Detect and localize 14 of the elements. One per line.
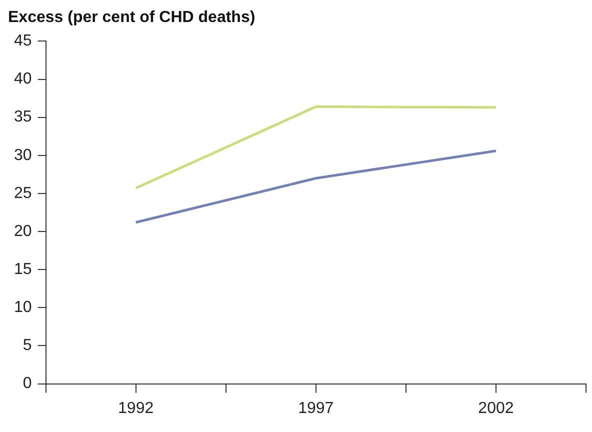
chart-title: Excess (per cent of CHD deaths) (8, 9, 256, 26)
y-tick-label: 20 (14, 222, 32, 240)
y-tick-label: 5 (22, 337, 32, 354)
x-tick-label: 1992 (118, 400, 154, 417)
x-tick-label: 1997 (298, 400, 334, 417)
y-tick-label: 10 (14, 299, 32, 316)
y-tick-label: 45 (14, 32, 32, 50)
y-tick-label: 25 (14, 184, 32, 202)
y-tick-label: 0 (22, 375, 32, 392)
y-tick-label: 30 (14, 146, 32, 164)
x-tick-label: 2002 (478, 400, 514, 417)
y-tick-label: 15 (14, 261, 32, 278)
y-tick-label: 40 (14, 70, 32, 88)
y-tick-label: 35 (14, 108, 32, 126)
